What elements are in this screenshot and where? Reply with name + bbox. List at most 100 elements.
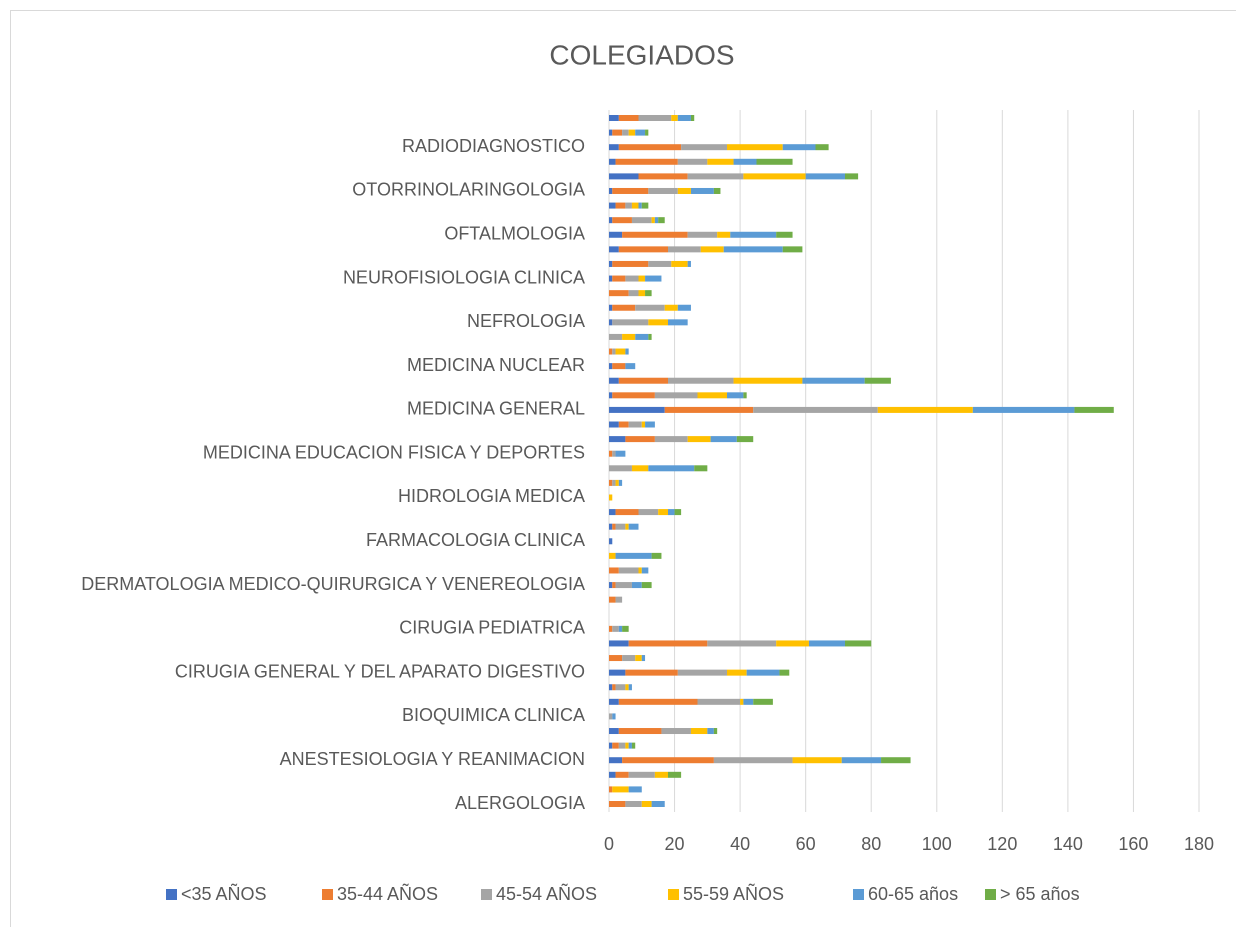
bar-segment	[782, 144, 816, 151]
bar-segment	[612, 450, 616, 457]
bar-segment	[648, 333, 652, 340]
bar-segment	[687, 436, 711, 443]
bar-segment	[609, 275, 613, 282]
bar-segment	[609, 582, 613, 589]
bar-segment	[733, 377, 803, 384]
bar-segment	[845, 640, 872, 647]
legend-swatch	[985, 889, 996, 900]
bar-segment	[690, 115, 695, 121]
bar-segment	[677, 187, 691, 194]
bar-segment	[628, 290, 639, 297]
bar-segment	[609, 713, 613, 720]
bar-segment	[661, 728, 691, 735]
bar-segment	[609, 538, 613, 545]
bar-segment	[618, 144, 682, 151]
bar-segment	[674, 509, 682, 516]
bar-segment	[609, 158, 616, 165]
bar-segment	[609, 421, 619, 428]
legend-swatch	[481, 889, 492, 900]
x-tick-label: 40	[730, 834, 750, 854]
bar-segment	[641, 567, 649, 574]
x-tick-label: 120	[987, 834, 1017, 854]
bar-segment	[628, 786, 642, 793]
x-tick-label: 0	[604, 834, 614, 854]
bar-segment	[609, 625, 613, 632]
bar-segment	[635, 129, 646, 136]
bar-segment	[654, 771, 668, 778]
bar-segment	[631, 217, 652, 224]
bar-segment	[609, 494, 613, 501]
bar-segment	[727, 669, 747, 676]
bar-segment	[648, 465, 695, 472]
bar-segment	[668, 509, 675, 516]
bar-segment	[713, 187, 721, 194]
bar-segment	[782, 246, 803, 253]
bar-segment	[707, 728, 714, 735]
bar-segment	[609, 406, 665, 413]
bar-segment	[615, 552, 652, 559]
bar-segment	[877, 406, 973, 413]
x-tick-label: 100	[922, 834, 952, 854]
bar-segment	[628, 421, 642, 428]
bar-segment	[609, 333, 623, 340]
bar-segment	[635, 655, 642, 662]
y-tick-label: ALERGOLOGIA	[455, 793, 585, 813]
chart-title: COLEGIADOS	[549, 39, 734, 70]
bar-segment	[628, 742, 632, 749]
y-tick-label: MEDICINA NUCLEAR	[407, 355, 585, 375]
bar-segment	[668, 377, 734, 384]
bar-segment	[972, 406, 1075, 413]
bar-segment	[710, 436, 737, 443]
bar-segment	[609, 684, 613, 691]
bar-segment	[651, 552, 662, 559]
bar-segment	[609, 304, 613, 311]
legend-label: > 65 años	[1000, 884, 1080, 904]
bar-segment	[681, 144, 727, 151]
bar-segment	[733, 158, 757, 165]
y-tick-label: MEDICINA EDUCACION FISICA Y DEPORTES	[203, 442, 585, 462]
bar-segment	[677, 115, 691, 121]
bar-segment	[615, 202, 626, 209]
bar-segment	[609, 129, 613, 136]
y-tick-label: RADIODIAGNOSTICO	[402, 136, 585, 156]
bar-segment	[668, 246, 701, 253]
bar-segment	[805, 173, 845, 180]
bar-segment	[631, 742, 636, 749]
bar-segment	[622, 655, 636, 662]
bar-segment	[609, 144, 619, 151]
y-tick-label: CIRUGIA GENERAL Y DEL APARATO DIGESTIVO	[175, 661, 585, 681]
y-tick-label: OFTALMOLOGIA	[444, 224, 585, 244]
bar-segment	[713, 728, 718, 735]
bar-segment	[645, 129, 649, 136]
bar-segment	[609, 479, 613, 486]
bar-segment	[612, 625, 619, 632]
bar-segment	[645, 275, 662, 282]
bar-segment	[641, 202, 649, 209]
bar-segment	[618, 115, 639, 121]
bar-segment	[612, 742, 619, 749]
bar-segment	[658, 217, 665, 224]
bar-segment	[743, 392, 747, 399]
bar-segment	[609, 771, 616, 778]
x-tick-label: 160	[1118, 834, 1148, 854]
bar-segment	[609, 246, 619, 253]
bar-segment	[845, 173, 859, 180]
bar-segment	[671, 115, 678, 121]
bar-segment	[625, 523, 629, 530]
bar-segment	[638, 173, 688, 180]
bar-segment	[609, 567, 619, 574]
bar-segment	[615, 450, 626, 457]
bar-segment	[743, 698, 754, 705]
bar-segment	[609, 465, 632, 472]
bar-segment	[697, 392, 727, 399]
bar-segment	[615, 596, 623, 603]
bar-segment	[615, 158, 678, 165]
bar-segment	[609, 698, 619, 705]
bar-segment	[609, 552, 616, 559]
bar-segment	[612, 275, 626, 282]
bar-segment	[743, 173, 806, 180]
bar-segment	[618, 246, 668, 253]
legend-label: 60-65 años	[868, 884, 958, 904]
bar-segment	[609, 523, 613, 530]
